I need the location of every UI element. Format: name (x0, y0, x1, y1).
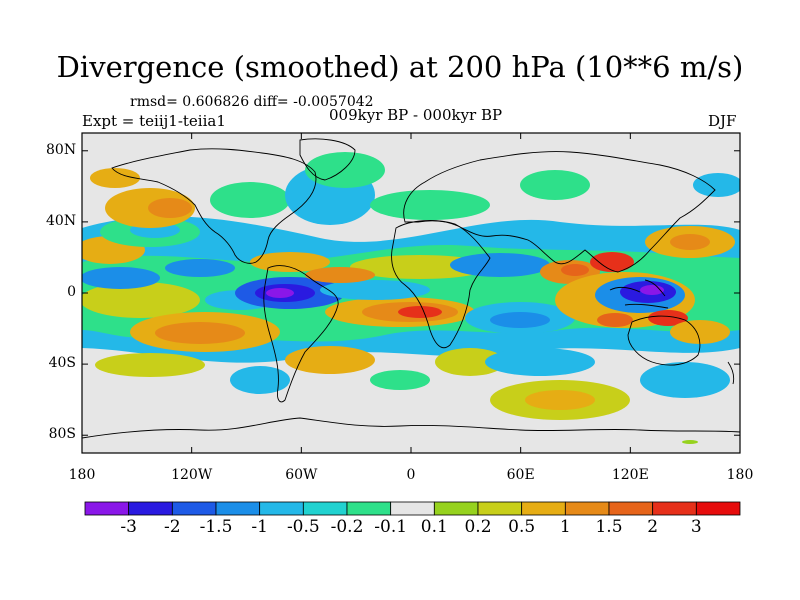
x-tick-label: 180 (726, 467, 754, 483)
colorbar-swatch (564, 501, 610, 516)
colorbar-swatch (652, 501, 697, 516)
greenland-outline (299, 138, 356, 181)
colorbar-swatch (695, 501, 741, 516)
colorbar-label: 0.2 (464, 517, 492, 537)
north-america-outline (111, 148, 317, 264)
y-tick-label: 80S (48, 426, 76, 443)
colorbar-label: 1 (559, 517, 571, 537)
colorbar-label: -3 (120, 517, 137, 537)
y-tick-label: 40N (46, 212, 77, 229)
season-label: DJF (708, 112, 737, 130)
map-plot-area (82, 133, 740, 453)
colorbar-swatch (433, 501, 479, 516)
coastlines (82, 138, 740, 439)
experiment-label: Expt = teiij1-teiia1 (82, 112, 226, 130)
antarctica-outline (82, 417, 740, 439)
colorbar-swatch (259, 501, 304, 516)
colorbar-swatch (608, 501, 654, 516)
colorbar-label: -0.2 (330, 517, 364, 537)
colorbar-label: -0.1 (374, 517, 408, 537)
colorbar-label: -1 (251, 517, 268, 537)
colorbar-label: 1.5 (595, 517, 623, 537)
colorbar-swatch (215, 501, 261, 516)
x-tick-label: 120W (171, 467, 213, 483)
colorbar-swatch (390, 501, 435, 516)
colorbar-swatch (84, 501, 130, 516)
x-tick-label: 180 (68, 467, 96, 483)
australia-outline (627, 315, 701, 366)
colorbar-swatch (302, 501, 348, 516)
y-tick-label: 40S (48, 355, 76, 372)
colorbar (84, 501, 741, 516)
x-tick-label: 0 (406, 467, 416, 483)
colorbar-swatch (128, 501, 173, 516)
colorbar-label: 0.5 (508, 517, 536, 537)
plot-title: Divergence (smoothed) at 200 hPa (10**6 … (56, 50, 744, 84)
eurasia-outline (403, 151, 716, 273)
colorbar-label: -0.5 (286, 517, 320, 537)
axis-ticks (81, 133, 741, 453)
period-label: 009kyr BP - 000kyr BP (329, 106, 503, 124)
x-tick-label: 120E (611, 467, 649, 483)
colorbar-label: 3 (690, 517, 702, 537)
colorbar-swatch (346, 501, 392, 516)
divergence-field (82, 152, 740, 444)
colorbar-swatch (171, 501, 217, 516)
x-tick-label: 60E (506, 467, 535, 483)
maritime-continent-outline (609, 279, 669, 309)
colorbar-swatch (477, 501, 523, 516)
new-zealand-outline (727, 361, 735, 385)
y-tick-label: 80N (46, 141, 77, 158)
colorbar-label: 2 (647, 517, 659, 537)
colorbar-label: -1.5 (199, 517, 233, 537)
colorbar-swatch (521, 501, 566, 516)
y-tick-label: 0 (67, 284, 76, 300)
colorbar-label: -2 (164, 517, 181, 537)
rmsd-diff-stats: rmsd= 0.606826 diff= -0.0057042 (130, 94, 374, 110)
colorbar-label: 0.1 (420, 517, 448, 537)
x-tick-label: 60W (285, 467, 318, 483)
south-america-outline (263, 265, 339, 403)
